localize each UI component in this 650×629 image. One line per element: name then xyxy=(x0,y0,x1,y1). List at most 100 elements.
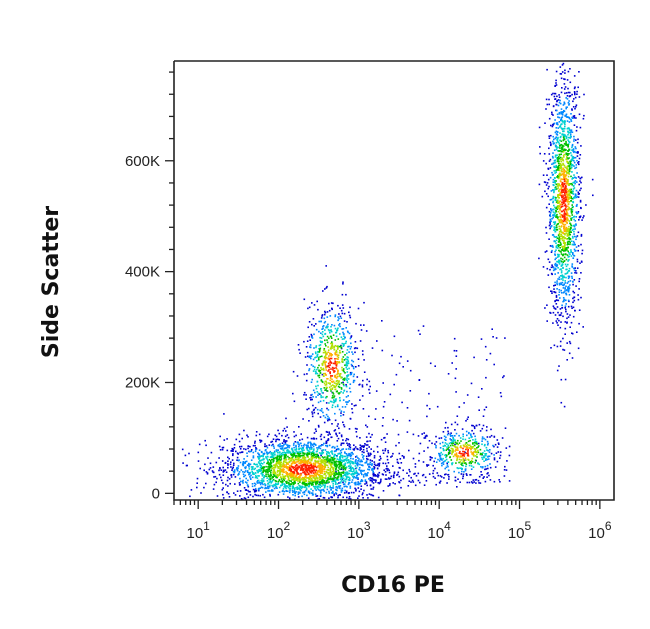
event-point xyxy=(567,207,569,210)
event-point xyxy=(552,140,554,143)
event-point xyxy=(316,455,319,458)
event-point xyxy=(363,489,365,492)
event-point xyxy=(337,392,340,394)
event-point xyxy=(270,444,273,447)
event-point xyxy=(203,486,205,489)
event-point xyxy=(558,294,560,296)
event-point xyxy=(341,487,344,490)
event-point xyxy=(332,468,334,470)
event-point xyxy=(346,390,348,393)
event-point xyxy=(564,247,566,250)
event-point xyxy=(271,489,273,491)
event-point xyxy=(310,396,312,399)
event-point xyxy=(306,494,308,497)
event-point xyxy=(422,461,425,463)
event-point xyxy=(295,487,297,489)
event-point xyxy=(270,453,272,455)
event-point xyxy=(583,215,585,217)
event-point xyxy=(470,459,473,462)
event-point xyxy=(275,486,277,489)
event-point xyxy=(554,314,557,316)
event-point xyxy=(329,467,332,470)
event-point xyxy=(454,450,456,452)
event-point xyxy=(276,455,279,458)
event-point xyxy=(296,441,299,444)
event-point xyxy=(230,466,232,468)
event-point xyxy=(341,293,344,296)
event-point xyxy=(553,223,556,226)
event-point xyxy=(368,463,371,465)
event-point xyxy=(413,473,415,475)
event-point xyxy=(338,467,340,469)
event-point xyxy=(315,345,318,347)
event-point xyxy=(344,468,347,471)
event-point xyxy=(432,469,435,472)
event-point xyxy=(372,488,374,490)
event-point xyxy=(329,382,331,385)
event-point xyxy=(580,260,583,263)
event-point xyxy=(428,473,431,475)
event-point xyxy=(346,456,349,458)
event-point xyxy=(351,359,353,362)
event-point xyxy=(568,117,571,120)
event-point xyxy=(348,481,350,484)
event-point xyxy=(326,418,329,420)
event-point xyxy=(373,474,376,476)
event-point xyxy=(320,476,322,478)
event-point xyxy=(312,493,314,496)
event-point xyxy=(342,281,344,283)
event-point xyxy=(297,482,300,485)
event-point xyxy=(567,277,570,280)
event-point xyxy=(299,460,302,462)
event-point xyxy=(382,449,384,452)
event-point xyxy=(553,191,555,194)
event-point xyxy=(360,324,362,326)
event-point xyxy=(346,442,348,445)
event-point xyxy=(293,480,296,483)
event-point xyxy=(324,350,327,353)
event-point xyxy=(493,436,496,438)
event-point xyxy=(499,454,502,457)
event-point xyxy=(320,470,323,473)
event-point xyxy=(203,469,205,472)
event-point xyxy=(387,451,390,454)
event-point xyxy=(256,477,259,479)
event-point xyxy=(311,492,314,494)
event-point xyxy=(273,487,276,490)
event-point xyxy=(323,462,325,465)
event-point xyxy=(568,188,571,191)
event-point xyxy=(328,478,331,480)
event-point xyxy=(321,364,324,366)
event-point xyxy=(567,139,569,141)
event-point xyxy=(342,345,345,347)
event-point xyxy=(574,167,576,170)
event-point xyxy=(384,436,386,439)
event-point xyxy=(558,116,561,119)
event-point xyxy=(319,447,322,450)
event-point xyxy=(311,411,313,413)
event-point xyxy=(570,251,572,254)
event-point xyxy=(493,454,495,456)
event-point xyxy=(337,479,339,481)
event-point xyxy=(462,477,464,480)
event-point xyxy=(360,460,363,463)
event-point xyxy=(560,167,562,170)
event-point xyxy=(241,451,244,453)
event-point xyxy=(340,473,342,476)
event-point xyxy=(354,483,356,486)
event-point xyxy=(263,452,266,455)
event-point xyxy=(268,467,271,469)
event-point xyxy=(314,480,316,483)
event-point xyxy=(567,133,569,136)
event-point xyxy=(239,448,242,450)
event-point xyxy=(409,369,412,372)
event-point xyxy=(548,203,550,205)
event-point xyxy=(320,485,323,487)
event-point xyxy=(306,444,308,447)
event-point xyxy=(446,454,448,457)
event-point xyxy=(494,443,497,446)
event-point xyxy=(557,165,560,168)
event-point xyxy=(567,234,570,237)
event-point xyxy=(273,483,275,486)
event-point xyxy=(556,122,559,124)
